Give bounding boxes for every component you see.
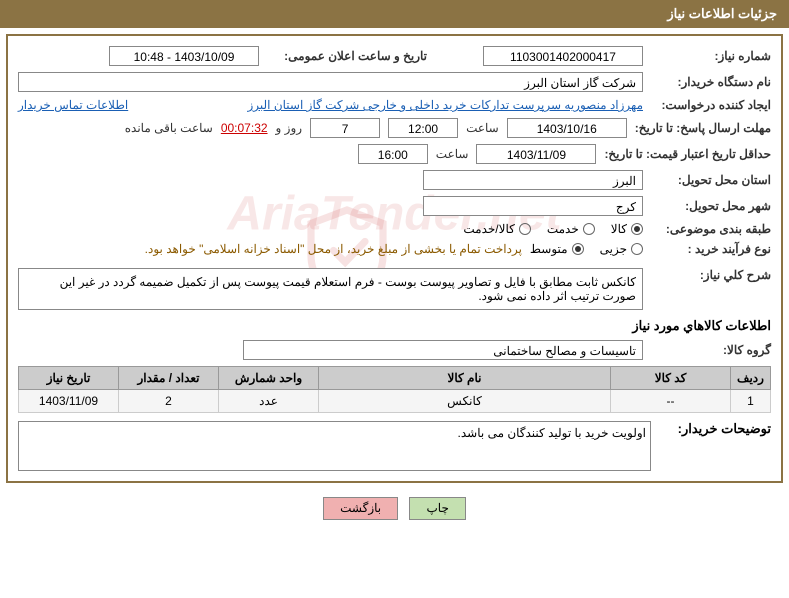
category-option-0[interactable]: کالا: [611, 222, 643, 236]
radio-icon: [519, 223, 531, 235]
purchase-note: پرداخت تمام یا بخشی از مبلغ خرید، از محل…: [145, 242, 522, 256]
main-panel: AriaTender.net شماره نیاز: 1103001402000…: [6, 34, 783, 483]
table-header-cell: تعداد / مقدار: [119, 367, 219, 390]
announce-datetime-value: 1403/10/09 - 10:48: [109, 46, 259, 66]
delivery-city-label: شهر محل تحویل:: [651, 199, 771, 213]
need-number-value: 1103001402000417: [483, 46, 643, 66]
deadline-label: مهلت ارسال پاسخ: تا تاریخ:: [635, 121, 771, 135]
category-label: طبقه بندی موضوعی:: [651, 222, 771, 236]
table-body: 1--کانکسعدد21403/11/09: [19, 390, 771, 413]
print-button[interactable]: چاپ: [409, 497, 465, 520]
radio-label: جزیی: [600, 242, 627, 256]
buyer-notes-label: توضيحات خريدار:: [661, 421, 771, 471]
radio-label: کالا/خدمت: [463, 222, 514, 236]
need-number-label: شماره نیاز:: [651, 49, 771, 63]
validity-label: حداقل تاریخ اعتبار قیمت: تا تاریخ:: [604, 147, 771, 161]
table-cell: کانکس: [319, 390, 611, 413]
footer-buttons: چاپ بازگشت: [0, 489, 789, 528]
radio-label: خدمت: [547, 222, 579, 236]
row-requester: ایجاد کننده درخواست: مهرزاد منصوریه سرپر…: [18, 98, 771, 112]
delivery-city-value: کرج: [423, 196, 643, 216]
row-purchase-type: نوع فرآیند خرید : جزیی متوسط پرداخت تمام …: [18, 242, 771, 256]
days-count: 7: [310, 118, 380, 138]
radio-label: متوسط: [530, 242, 568, 256]
requester-value: مهرزاد منصوریه سرپرست تدارکات خرید داخلی…: [247, 98, 643, 112]
table-cell: 2: [119, 390, 219, 413]
radio-label: کالا: [611, 222, 627, 236]
items-table: ردیفکد کالانام کالاواحد شمارشتعداد / مقد…: [18, 366, 771, 413]
delivery-province-label: استان محل تحویل:: [651, 173, 771, 187]
items-section-title: اطلاعات کالاهاي مورد نياز: [18, 318, 771, 334]
row-need-number: شماره نیاز: 1103001402000417 تاریخ و ساع…: [18, 46, 771, 66]
goods-group-value: تاسیسات و مصالح ساختمانی: [243, 340, 643, 360]
table-header-cell: تاریخ نیاز: [19, 367, 119, 390]
radio-icon: [631, 223, 643, 235]
time-label-2: ساعت: [436, 147, 469, 161]
buyer-contact-link[interactable]: اطلاعات تماس خریدار: [18, 98, 128, 112]
table-row: 1--کانکسعدد21403/11/09: [19, 390, 771, 413]
buyer-org-label: نام دستگاه خریدار:: [651, 75, 771, 89]
radio-icon: [583, 223, 595, 235]
table-cell: 1403/11/09: [19, 390, 119, 413]
category-radio-group: کالا خدمت کالا/خدمت: [463, 222, 643, 236]
days-and-label: روز و: [276, 121, 303, 135]
countdown-timer: 00:07:32: [221, 121, 268, 135]
table-cell: 1: [731, 390, 771, 413]
table-header-cell: واحد شمارش: [219, 367, 319, 390]
category-option-2[interactable]: کالا/خدمت: [463, 222, 530, 236]
need-desc-value: کانکس ثابت مطابق با فایل و تصاویر پیوست …: [18, 268, 643, 310]
table-header-cell: نام کالا: [319, 367, 611, 390]
table-cell: عدد: [219, 390, 319, 413]
purchase-radio-group: جزیی متوسط: [530, 242, 643, 256]
row-category: طبقه بندی موضوعی: کالا خدمت کالا/خدمت: [18, 222, 771, 236]
row-deadline: مهلت ارسال پاسخ: تا تاریخ: 1403/10/16 سا…: [18, 118, 771, 138]
purchase-option-0[interactable]: جزیی: [600, 242, 643, 256]
radio-icon: [572, 243, 584, 255]
radio-icon: [631, 243, 643, 255]
page-header: جزئیات اطلاعات نیاز: [0, 0, 789, 28]
announce-datetime-label: تاریخ و ساعت اعلان عمومی:: [267, 49, 427, 63]
deadline-time: 12:00: [388, 118, 458, 138]
remaining-label: ساعت باقی مانده: [125, 121, 213, 135]
back-button[interactable]: بازگشت: [323, 497, 398, 520]
need-desc-label: شرح کلي نياز:: [651, 268, 771, 282]
validity-time: 16:00: [358, 144, 428, 164]
delivery-province-value: البرز: [423, 170, 643, 190]
row-need-desc: شرح کلي نياز: کانکس ثابت مطابق با فایل و…: [18, 268, 771, 310]
row-delivery-province: استان محل تحویل: البرز: [18, 170, 771, 190]
purchase-type-label: نوع فرآیند خرید :: [651, 242, 771, 256]
row-buyer-org: نام دستگاه خریدار: شرکت گاز استان البرز: [18, 72, 771, 92]
row-validity: حداقل تاریخ اعتبار قیمت: تا تاریخ: 1403/…: [18, 144, 771, 164]
table-header-cell: ردیف: [731, 367, 771, 390]
goods-group-label: گروه کالا:: [651, 343, 771, 357]
table-header-cell: کد کالا: [611, 367, 731, 390]
time-label-1: ساعت: [466, 121, 499, 135]
category-option-1[interactable]: خدمت: [547, 222, 595, 236]
validity-date: 1403/11/09: [476, 144, 596, 164]
page-title: جزئیات اطلاعات نیاز: [667, 6, 777, 21]
table-cell: --: [611, 390, 731, 413]
buyer-notes-value: اولویت خرید با تولید کنندگان می باشد.: [18, 421, 651, 471]
table-header-row: ردیفکد کالانام کالاواحد شمارشتعداد / مقد…: [19, 367, 771, 390]
row-goods-group: گروه کالا: تاسیسات و مصالح ساختمانی: [18, 340, 771, 360]
deadline-date: 1403/10/16: [507, 118, 627, 138]
buyer-org-value: شرکت گاز استان البرز: [18, 72, 643, 92]
purchase-option-1[interactable]: متوسط: [530, 242, 584, 256]
requester-label: ایجاد کننده درخواست:: [651, 98, 771, 112]
row-buyer-notes: توضيحات خريدار: اولویت خرید با تولید کنن…: [18, 421, 771, 471]
row-delivery-city: شهر محل تحویل: کرج: [18, 196, 771, 216]
